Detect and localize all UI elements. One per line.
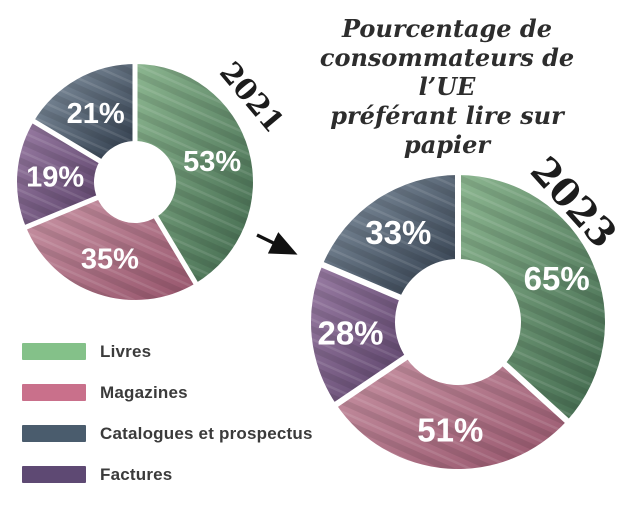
legend-swatch-livres — [22, 343, 86, 360]
segment-texture — [33, 64, 135, 161]
segment-texture — [311, 264, 406, 405]
legend-label-magazines: Magazines — [100, 383, 188, 402]
donut-chart-2021: 53% 35% 19% 21% — [5, 52, 265, 312]
legend-swatch-catalogues — [22, 425, 86, 442]
legend-item-catalogues: Catalogues et prospectus — [22, 425, 313, 442]
segment-texture — [16, 121, 100, 228]
segment-texture — [322, 175, 458, 298]
chart-title-line-1: Pourcentage de — [342, 14, 552, 43]
chart-title-line-2: consommateurs de l’UE — [319, 43, 575, 101]
legend-swatch-magazines — [22, 384, 86, 401]
segment-texture — [458, 175, 605, 421]
legend: Livres Magazines Catalogues et prospectu… — [22, 343, 313, 507]
segment-texture — [336, 357, 567, 469]
arrow-icon — [256, 232, 298, 255]
percent-label-catalogues-2021: 21% — [67, 98, 125, 130]
segment-separator — [317, 260, 460, 325]
legend-item-magazines: Magazines — [22, 384, 313, 401]
segment-separator — [29, 117, 137, 185]
legend-label-livres: Livres — [100, 342, 152, 361]
segment-separator — [331, 319, 460, 410]
segment-separator — [132, 180, 200, 288]
percent-label-factures-2023: 28% — [317, 314, 383, 351]
legend-item-factures: Factures — [22, 466, 313, 483]
chart-title-line-3: préférant lire sur papier — [330, 101, 564, 159]
chart-title: Pourcentage de consommateurs de l’UE pré… — [296, 14, 598, 159]
percent-label-magazines-2023: 51% — [417, 412, 483, 449]
legend-item-livres: Livres — [22, 343, 313, 360]
percent-label-catalogues-2023: 33% — [365, 214, 431, 251]
legend-label-factures: Factures — [100, 465, 173, 484]
legend-swatch-factures — [22, 466, 86, 483]
segment-separator — [21, 179, 136, 231]
percent-label-livres-2023: 65% — [524, 260, 590, 297]
donut-chart-2023: 65% 51% 28% 33% — [298, 162, 618, 482]
legend-label-catalogues: Catalogues et prospectus — [100, 424, 313, 443]
percent-label-livres-2021: 53% — [183, 146, 241, 178]
segment-texture — [25, 197, 196, 300]
percent-label-magazines-2021: 35% — [81, 243, 139, 275]
segment-separator — [455, 319, 572, 426]
percent-label-factures-2021: 19% — [26, 162, 84, 194]
